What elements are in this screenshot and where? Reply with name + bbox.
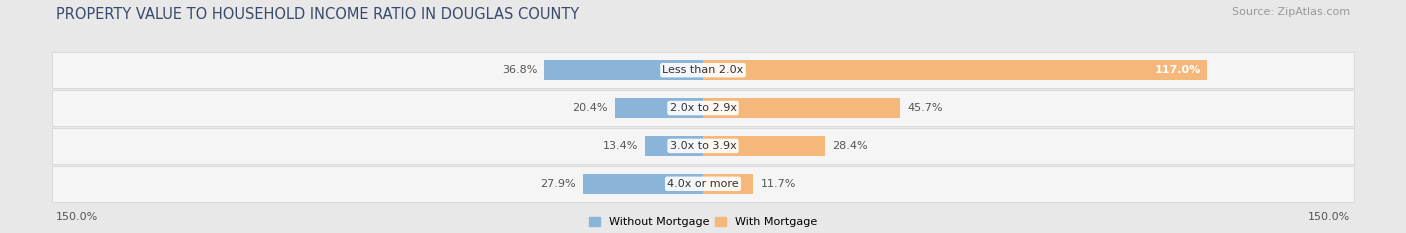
Bar: [703, 136, 825, 156]
Legend: Without Mortgage, With Mortgage: Without Mortgage, With Mortgage: [589, 217, 817, 227]
Text: Source: ZipAtlas.com: Source: ZipAtlas.com: [1232, 7, 1350, 17]
Text: PROPERTY VALUE TO HOUSEHOLD INCOME RATIO IN DOUGLAS COUNTY: PROPERTY VALUE TO HOUSEHOLD INCOME RATIO…: [56, 7, 579, 22]
Text: 11.7%: 11.7%: [761, 179, 796, 189]
Bar: [52, 165, 1354, 202]
Bar: [614, 98, 703, 118]
Bar: [645, 136, 703, 156]
Text: 36.8%: 36.8%: [502, 65, 537, 75]
Text: 27.9%: 27.9%: [540, 179, 575, 189]
Bar: [544, 60, 703, 80]
Text: 150.0%: 150.0%: [56, 212, 98, 222]
Bar: [52, 90, 1354, 126]
Bar: [703, 98, 900, 118]
Text: 13.4%: 13.4%: [603, 141, 638, 151]
Bar: [582, 174, 703, 194]
Bar: [52, 128, 1354, 164]
Text: 3.0x to 3.9x: 3.0x to 3.9x: [669, 141, 737, 151]
Bar: [703, 174, 754, 194]
Bar: [703, 60, 1208, 80]
Text: 2.0x to 2.9x: 2.0x to 2.9x: [669, 103, 737, 113]
Bar: [52, 52, 1354, 88]
Text: 4.0x or more: 4.0x or more: [668, 179, 738, 189]
Text: 20.4%: 20.4%: [572, 103, 607, 113]
Text: 150.0%: 150.0%: [1308, 212, 1350, 222]
Text: Less than 2.0x: Less than 2.0x: [662, 65, 744, 75]
Text: 45.7%: 45.7%: [907, 103, 942, 113]
Text: 28.4%: 28.4%: [832, 141, 868, 151]
Text: 117.0%: 117.0%: [1154, 65, 1201, 75]
